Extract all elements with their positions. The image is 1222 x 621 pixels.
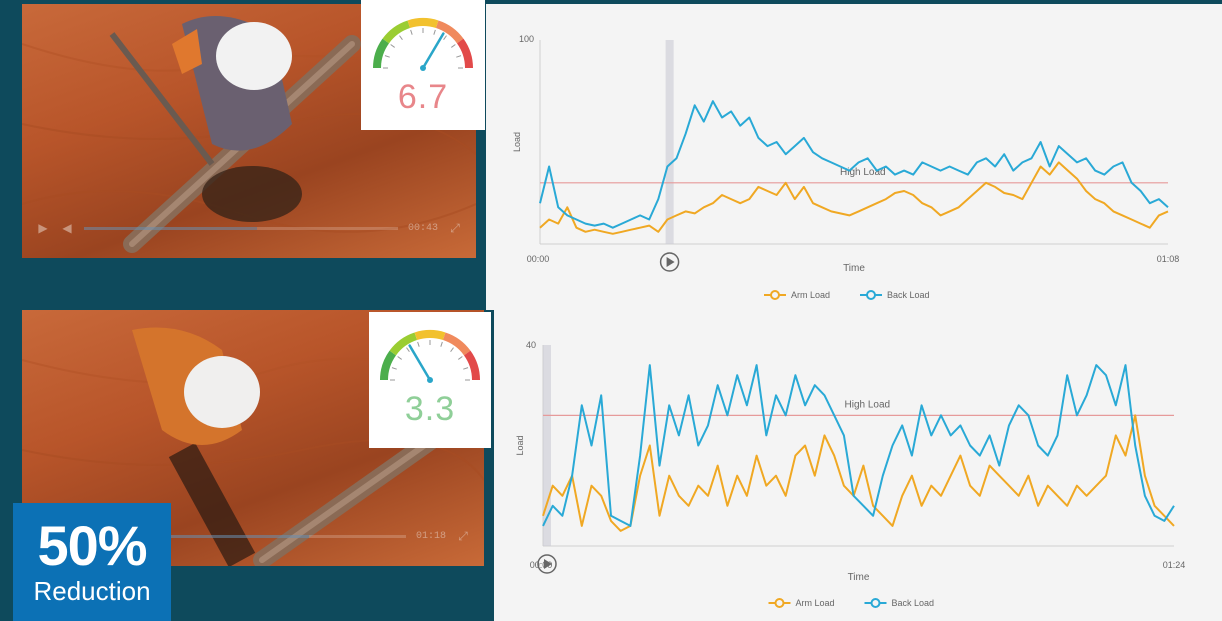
gauge-segment bbox=[456, 38, 473, 69]
video-frame-worker-after bbox=[22, 327, 484, 566]
video-progress-bar[interactable] bbox=[84, 226, 398, 230]
gauge-segment bbox=[373, 38, 390, 69]
x-tick-label: 00:00 bbox=[530, 560, 553, 570]
legend-label: Back Load bbox=[887, 290, 930, 300]
video-progress-fill bbox=[84, 534, 310, 538]
playhead-band bbox=[543, 345, 551, 546]
gauge-segment bbox=[382, 20, 411, 44]
fullscreen-icon[interactable]: ⤢ bbox=[450, 220, 460, 235]
legend-item-arm: Arm Load bbox=[768, 598, 835, 608]
x-tick-label: 00:00 bbox=[527, 254, 550, 264]
video-frame-worker-before bbox=[22, 16, 476, 253]
video-progress-fill bbox=[84, 226, 257, 230]
volume-icon[interactable]: ◀ bbox=[62, 221, 72, 235]
load-chart-before: High Load 100 Load 00:00 01:08 Time Arm Load Ba… bbox=[486, 4, 1222, 310]
line-chart-after: High Load 40 Load 00:00 01:24 Time Arm Load Bac… bbox=[515, 340, 1186, 608]
video-time: 00:43 bbox=[407, 222, 438, 234]
video-controls: ▶ ◀ 00:43 ⤢ bbox=[22, 216, 476, 240]
gauge-tick bbox=[397, 356, 402, 360]
gauge-segment bbox=[463, 350, 480, 381]
playhead-play-icon bbox=[537, 554, 557, 574]
gauge-dial-icon bbox=[373, 18, 473, 71]
legend-label: Back Load bbox=[892, 598, 935, 608]
gauge-tick bbox=[440, 341, 443, 347]
gauge-tick bbox=[456, 55, 462, 58]
gauge-tick bbox=[417, 341, 420, 347]
threshold-label: High Load bbox=[840, 167, 886, 178]
y-tick-label: 40 bbox=[526, 340, 536, 350]
reduction-badge: 50% Reduction bbox=[13, 503, 171, 621]
gauge-segment bbox=[407, 18, 439, 29]
gauge-tick bbox=[391, 367, 397, 370]
gauge-tick bbox=[390, 44, 395, 48]
gauge-tick bbox=[463, 367, 469, 370]
gauge-segment bbox=[435, 20, 464, 44]
x-tick-label: 01:24 bbox=[1163, 560, 1186, 570]
gauge-segment bbox=[414, 330, 446, 341]
gauge-needle bbox=[408, 344, 432, 382]
y-axis-label: Load bbox=[515, 435, 525, 455]
gauge-tick bbox=[433, 29, 436, 35]
gauge-dial-icon bbox=[380, 330, 480, 383]
threshold-label: High Load bbox=[845, 399, 891, 410]
reduction-value: 50% bbox=[37, 513, 147, 577]
gauge-tick bbox=[443, 35, 447, 40]
gauge-tick bbox=[410, 29, 413, 35]
gauge-tick bbox=[450, 347, 454, 352]
gauge-tick bbox=[399, 35, 403, 40]
x-axis-label: Time bbox=[848, 572, 870, 583]
gauge-segment bbox=[380, 350, 397, 381]
legend-item-arm: Arm Load bbox=[764, 290, 830, 300]
reduction-label: Reduction bbox=[33, 575, 151, 606]
gauge-segment bbox=[442, 332, 471, 356]
playhead-play-icon bbox=[659, 252, 680, 272]
y-axis-label: Load bbox=[512, 132, 522, 152]
legend-label: Arm Load bbox=[791, 290, 830, 300]
legend-item-back: Back Load bbox=[864, 598, 935, 608]
x-tick-label: 01:08 bbox=[1157, 254, 1180, 264]
gauge-value: 3.3 bbox=[404, 390, 456, 428]
series-line-back bbox=[539, 100, 1169, 229]
y-tick-label: 100 bbox=[519, 34, 534, 44]
gauge-hub bbox=[420, 65, 426, 71]
gauge-tick bbox=[406, 347, 410, 352]
playhead-band bbox=[665, 40, 674, 244]
x-axis-label: Time bbox=[843, 263, 865, 274]
series-line-arm bbox=[542, 414, 1175, 532]
gauge-segment bbox=[389, 332, 418, 356]
gauge-tick bbox=[451, 44, 456, 48]
play-icon[interactable]: ▶ bbox=[38, 221, 48, 235]
gauge-tick bbox=[458, 356, 463, 360]
line-chart-before: High Load 100 Load 00:00 01:08 Time Arm Load Ba… bbox=[512, 34, 1180, 300]
fullscreen-icon[interactable]: ⤢ bbox=[458, 528, 468, 543]
gauge-tick bbox=[384, 55, 390, 58]
gauge-needle bbox=[421, 32, 445, 70]
video-progress-bar[interactable] bbox=[84, 534, 406, 538]
gauge-value: 6.7 bbox=[397, 78, 449, 116]
load-gauge-after: 3.3 bbox=[369, 312, 491, 448]
video-time: 01:18 bbox=[415, 530, 446, 542]
load-gauge-before: 6.7 bbox=[361, 0, 485, 130]
legend-label: Arm Load bbox=[796, 598, 835, 608]
gauge-hub bbox=[427, 377, 433, 383]
series-line-arm bbox=[539, 161, 1169, 235]
series-line-back bbox=[542, 364, 1175, 527]
load-chart-after: High Load 40 Load 00:00 01:24 Time Arm Load Bac… bbox=[494, 310, 1222, 621]
legend-item-back: Back Load bbox=[860, 290, 930, 300]
